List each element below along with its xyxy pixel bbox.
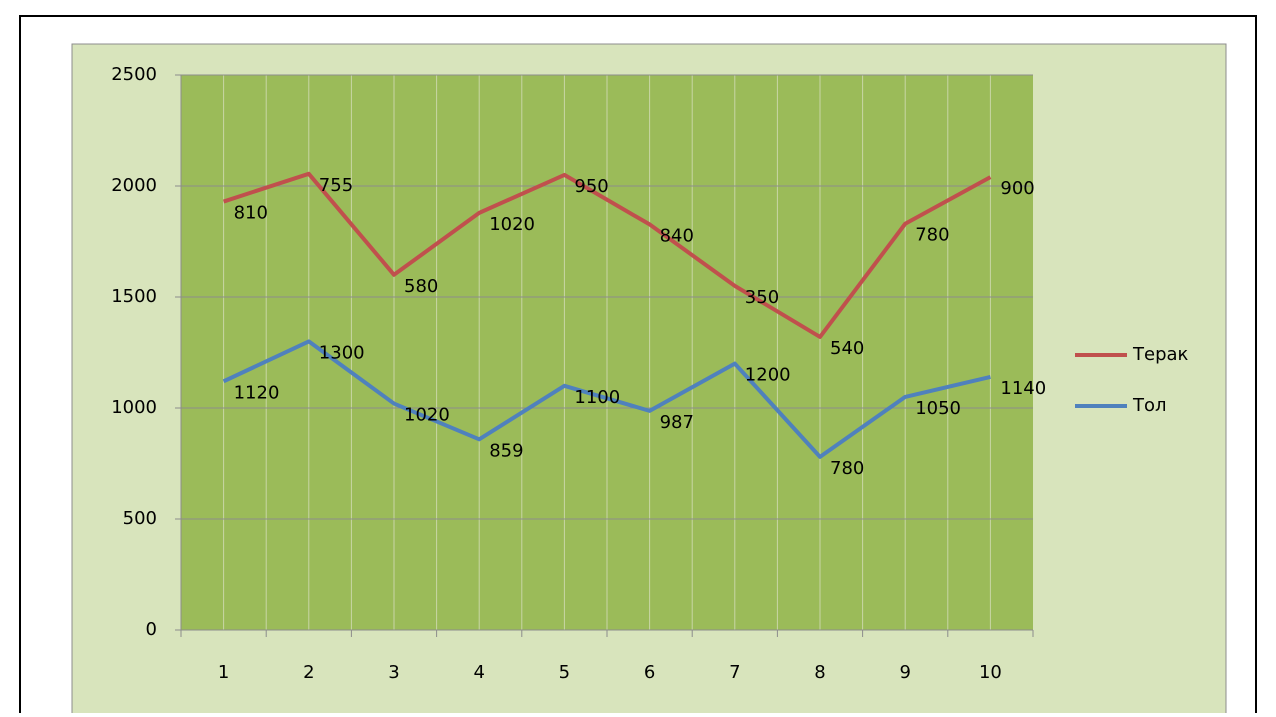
data-label: 540: [830, 338, 864, 359]
series-line: [222, 171, 992, 339]
y-tick-label: 0: [146, 619, 157, 640]
x-tick-label: 7: [729, 662, 740, 683]
data-label: 840: [660, 225, 694, 246]
data-label: 810: [234, 203, 268, 224]
data-label: 1100: [574, 387, 620, 408]
data-label: 1020: [404, 405, 450, 426]
data-label: 1120: [234, 382, 280, 403]
data-label: 900: [1000, 178, 1034, 199]
x-tick-label: 10: [979, 662, 1002, 683]
x-tick-label: 6: [644, 662, 655, 683]
data-label: 1050: [915, 398, 961, 419]
series-line: [222, 339, 991, 459]
y-tick-label: 1000: [111, 397, 157, 418]
data-label: 755: [319, 175, 353, 196]
data-label: 1020: [489, 214, 535, 235]
data-label: 780: [915, 225, 949, 246]
legend-label: Терак: [1132, 344, 1189, 365]
x-tick-label: 9: [899, 662, 910, 683]
data-label: 1200: [745, 365, 791, 386]
x-tick-label: 8: [814, 662, 825, 683]
x-tick-label: 5: [559, 662, 570, 683]
data-label: 580: [404, 276, 438, 297]
legend-label: Тол: [1132, 395, 1167, 416]
data-label: 950: [574, 176, 608, 197]
data-label: 987: [660, 412, 694, 433]
y-tick-label: 2500: [111, 64, 157, 85]
x-tick-label: 1: [218, 662, 229, 683]
y-tick-label: 500: [123, 508, 157, 529]
data-label: 780: [830, 458, 864, 479]
y-tick-label: 2000: [111, 175, 157, 196]
y-tick-label: 1500: [111, 286, 157, 307]
x-tick-label: 4: [473, 662, 484, 683]
data-label: 1300: [319, 342, 365, 363]
x-tick-label: 2: [303, 662, 314, 683]
data-label: 1140: [1000, 378, 1046, 399]
data-label: 859: [489, 440, 523, 461]
x-tick-label: 3: [388, 662, 399, 683]
data-label: 350: [745, 287, 779, 308]
